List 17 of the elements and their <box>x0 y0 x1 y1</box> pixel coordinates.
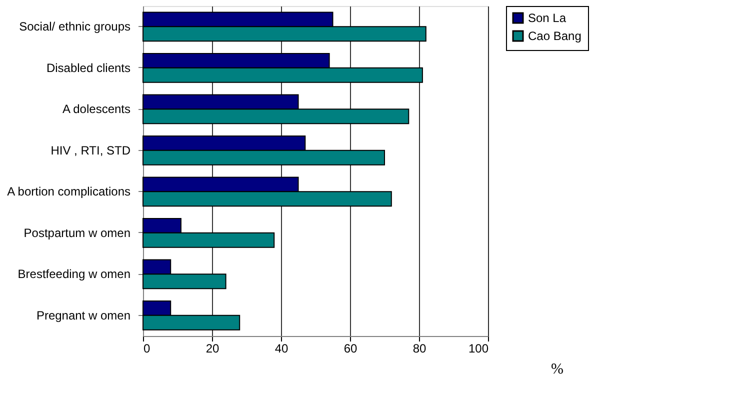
x-tick-label: 60 <box>344 342 358 356</box>
legend-label: Son La <box>528 11 566 25</box>
y-tick-label: Pregnant w omen <box>36 308 130 322</box>
x-axis-title: % <box>551 362 564 378</box>
y-tick-label: Brestfeeding w omen <box>18 267 130 282</box>
y-tick-label: A bortion complications <box>7 184 130 199</box>
x-tick-label: 40 <box>274 342 288 356</box>
x-tick-label: 0 <box>144 342 150 356</box>
y-tick-label: Postpartum w omen <box>24 226 130 240</box>
legend-label: Cao Bang <box>528 29 582 43</box>
y-tick-label: Disabled clients <box>46 60 130 75</box>
y-tick-label: Social/ ethnic groups <box>19 20 130 34</box>
x-tick-label: 80 <box>412 342 426 356</box>
y-tick-label: A dolescents <box>62 102 130 116</box>
x-tick-label: 20 <box>206 342 220 356</box>
y-tick-label: HIV , RTI, STD <box>50 143 131 158</box>
x-tick-label: 100 <box>468 342 489 356</box>
